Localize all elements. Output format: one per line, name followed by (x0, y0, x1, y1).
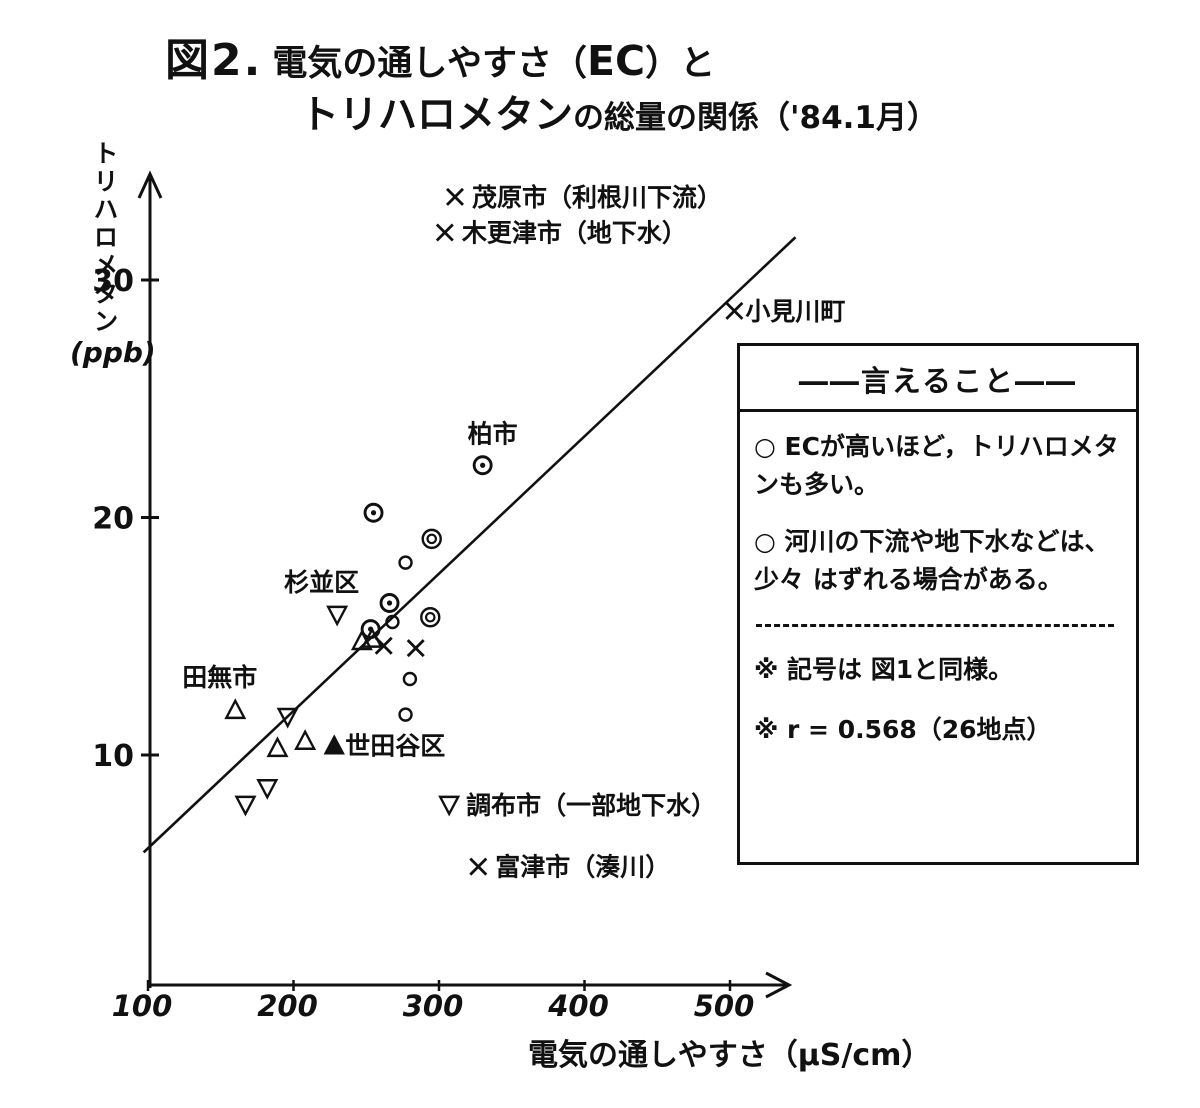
data-point-triangle-down (276, 707, 299, 729)
x-tick-label: 100 (112, 989, 173, 1023)
data-point-circle-double (420, 607, 441, 628)
y-tick-label: 10 (92, 739, 134, 774)
data-point-x (374, 636, 393, 655)
note-symbols: ※ 記号は 図1と同様。 (754, 655, 1014, 684)
data-point-label: 茂原市（利根川下流） (472, 183, 722, 212)
y-tick-label: 30 (92, 264, 134, 299)
x-tick-label: 300 (403, 989, 464, 1023)
data-point-triangle-up (224, 698, 247, 720)
y-axis-unit: (ppb) (70, 336, 156, 369)
data-point-x (446, 187, 464, 206)
note-item-1: ○ ECが高いほど，トリハロメタンも多い。 (754, 432, 1119, 499)
data-point-label: 木更津市（地下水） (461, 219, 687, 248)
y-axis-label: トリハロメタン (90, 140, 119, 336)
data-point-label: 小見川町 (745, 297, 845, 326)
data-point-circle-double (421, 528, 442, 550)
data-point-triangle-down (326, 605, 349, 627)
y-tick-label: 20 (92, 502, 134, 537)
data-point-triangle-down (234, 795, 257, 817)
figure-title-line1: 図2. 電気の通しやすさ（EC）と (165, 24, 715, 88)
title-trihalomethane: トリハロメタン (300, 93, 574, 138)
data-point-circle-dot (363, 502, 384, 523)
x-tick-label: 400 (547, 989, 609, 1023)
figure-number: 図2. (165, 35, 263, 86)
data-point-circle-dot (379, 593, 400, 613)
notes-box: ――言えること―― ○ ECが高いほど，トリハロメタンも多い。 ○ 河川の下流や… (737, 343, 1139, 865)
note-correlation: ※ r = 0.568（26地点） (754, 714, 1052, 744)
x-tick-label: 200 (257, 989, 318, 1023)
data-point-triangle-up-filled (323, 734, 345, 755)
data-point-x (435, 223, 454, 242)
data-point-x (406, 639, 425, 658)
data-point-label: 世田谷区 (345, 732, 445, 761)
x-axis-arrow (765, 971, 793, 999)
y-axis-arrow (137, 170, 163, 199)
data-point-triangle-up (294, 729, 317, 750)
title-text-pre: 電気の通しやすさ（ (272, 44, 587, 84)
data-point-label: 調布市（一部地下水） (466, 791, 716, 820)
data-point-label: 杉並区 (284, 568, 359, 597)
data-point-triangle-down (438, 795, 461, 817)
notes-box-body: ○ ECが高いほど，トリハロメタンも多い。 ○ 河川の下流や地下水などは、少々 … (740, 412, 1136, 748)
data-point-circle-open (402, 671, 418, 687)
data-point-triangle-down (256, 779, 279, 800)
data-point-circle-open (398, 555, 413, 570)
data-point-x (725, 301, 744, 320)
x-tick-label: 500 (694, 989, 755, 1023)
regression-line (142, 236, 797, 854)
figure-title-line2: トリハロメタンの総量の関係（'84.1月） (300, 84, 938, 140)
data-point-label: 柏市 (468, 419, 518, 448)
dashed-divider (756, 624, 1114, 627)
data-point-x (469, 857, 488, 876)
title-ec: EC (587, 37, 646, 85)
data-point-label: 富津市（湊川） (495, 853, 670, 882)
data-point-circle-open (398, 707, 413, 722)
data-point-label: 田無市 (182, 663, 257, 692)
data-point-triangle-up (266, 736, 289, 758)
title-relation: の総量の関係（'84.1月） (573, 100, 938, 136)
title-text-post: ）と (645, 44, 716, 84)
data-point-circle-dot (472, 455, 493, 476)
notes-box-title: ――言えること―― (740, 346, 1136, 412)
note-item-2: ○ 河川の下流や地下水などは、少々 はずれる場合がある。 (754, 527, 1110, 594)
data-point-circle-open (385, 614, 400, 630)
x-axis-label: 電気の通しやすさ（μS/cm） (528, 1038, 932, 1073)
